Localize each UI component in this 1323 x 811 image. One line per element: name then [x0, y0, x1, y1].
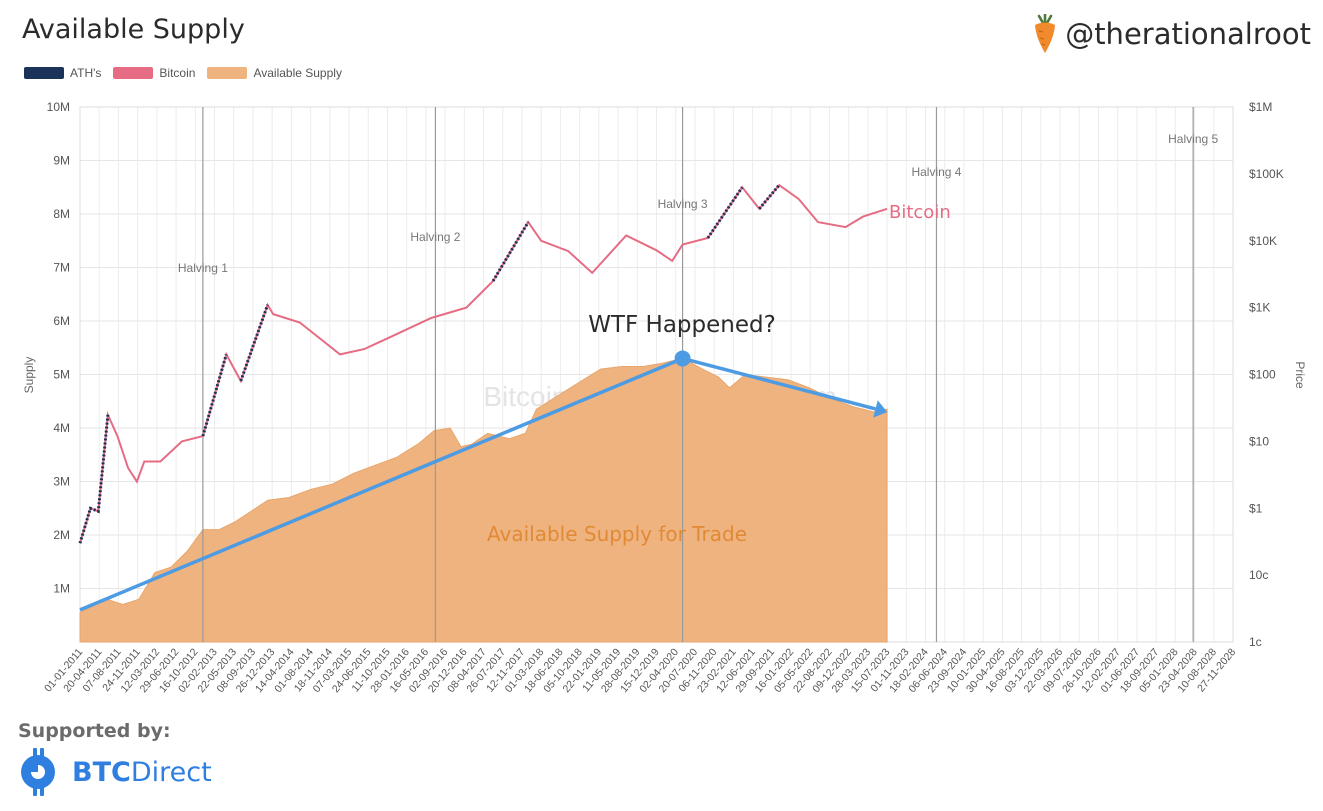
left-axis-title: Supply: [22, 357, 36, 394]
author-handle: @therationalroot: [1031, 14, 1311, 54]
legend-item-supply[interactable]: Available Supply: [207, 66, 342, 80]
legend-label-ath: ATH's: [70, 66, 102, 80]
trend-peak-dot: [674, 350, 691, 367]
left-tick-label: 2M: [53, 528, 70, 542]
legend-swatch-supply: [207, 67, 248, 79]
ath-segment: [758, 184, 781, 210]
right-tick-label: $10: [1249, 434, 1269, 448]
ath-segments: [78, 184, 781, 544]
brand-name-regular: Direct: [130, 756, 212, 788]
halving-label: Halving 4: [911, 165, 961, 179]
right-tick-label: $1K: [1249, 301, 1270, 315]
available-supply-area: [79, 357, 888, 643]
btcdirect-logo-icon: [21, 748, 55, 796]
author-handle-text: @therationalroot: [1065, 17, 1311, 51]
legend-swatch-ath: [24, 67, 64, 79]
right-tick-label: $10K: [1249, 234, 1277, 248]
right-tick-label: $100: [1249, 368, 1276, 382]
right-tick-label: 10c: [1249, 568, 1268, 582]
halving-label: Halving 2: [410, 230, 460, 244]
legend-label-bitcoin: Bitcoin: [159, 66, 196, 80]
halving-lines: Halving 1 Halving 2 Halving 3 Halving 4 Halv…: [178, 107, 1218, 642]
ath-segment: [491, 221, 530, 282]
legend-item-bitcoin[interactable]: Bitcoin: [113, 66, 195, 80]
annotation-bitcoin: Bitcoin: [889, 202, 951, 223]
trend-arrow: [79, 350, 888, 612]
right-tick-label: 1c: [1249, 635, 1262, 649]
right-axis-title: Price: [1293, 361, 1307, 389]
trend-line-down: [682, 356, 876, 411]
left-tick-label: 9M: [53, 154, 70, 168]
supply-chart: BitcoinStrategyPlatform.com Halving 1Hal…: [22, 100, 1307, 695]
left-tick-label: 7M: [53, 261, 70, 275]
brand-name: BTCDirect: [72, 757, 212, 788]
annotation-supply: Available Supply for Trade: [487, 522, 747, 546]
left-tick-label: 10M: [47, 100, 70, 114]
trend-line-up: [79, 356, 684, 612]
halving-label: Halving 1: [178, 261, 228, 275]
left-tick-label: 1M: [53, 582, 70, 596]
page-title: Available Supply: [22, 14, 245, 45]
left-tick-label: 6M: [53, 314, 70, 328]
right-tick-label: $1: [1249, 501, 1263, 515]
right-tick-label: $100K: [1249, 167, 1284, 181]
carrot-icon: [1035, 14, 1056, 53]
left-tick-label: 5M: [53, 368, 70, 382]
right-axis-ticks: 1c 10c $1 $10 $100 $1K $10K $100K $1M: [1249, 100, 1284, 649]
x-axis-ticks: 01-01-201120-04-201107-08-201124-11-2011…: [42, 646, 1238, 695]
left-axis-ticks: 1M 2M 3M 4M 5M 6M 7M 8M 9M 10M: [47, 100, 70, 596]
chart-legend: ATH's Bitcoin Available Supply: [24, 66, 354, 80]
halving-label: Halving 3: [658, 197, 708, 211]
left-tick-label: 3M: [53, 475, 70, 489]
halving-label: Halving 5: [1168, 132, 1218, 146]
annotation-wtf: WTF Happened?: [588, 312, 776, 338]
left-tick-label: 8M: [53, 207, 70, 221]
brand-logo[interactable]: BTCDirect: [16, 746, 212, 798]
legend-swatch-bitcoin: [113, 67, 154, 79]
brand-name-bold: BTC: [72, 756, 131, 788]
legend-label-supply: Available Supply: [253, 66, 342, 80]
ath-segment: [239, 304, 270, 382]
left-tick-label: 4M: [53, 421, 70, 435]
ath-segment: [78, 414, 110, 544]
right-tick-label: $1M: [1249, 100, 1272, 114]
supported-by-label: Supported by:: [18, 720, 171, 742]
bitcoin-price-line: [79, 183, 888, 544]
trend-arrowhead: [873, 400, 888, 418]
legend-item-ath[interactable]: ATH's: [24, 66, 101, 80]
